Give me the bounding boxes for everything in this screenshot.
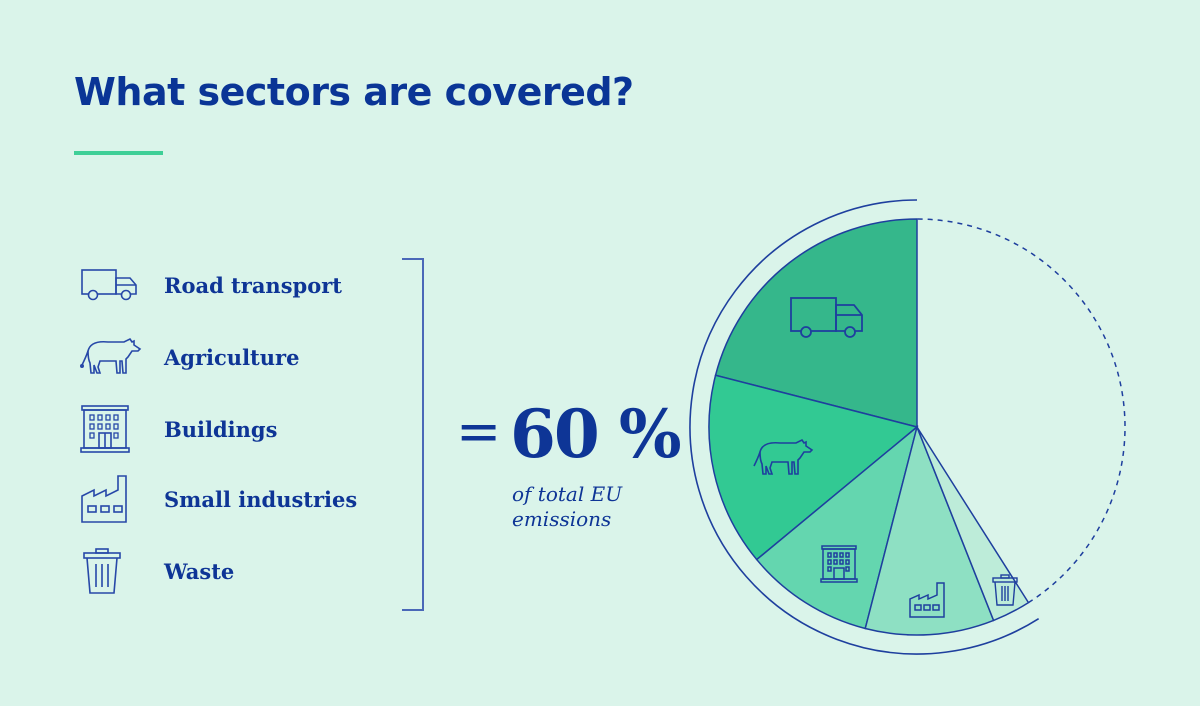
legend-item-small-industries: Small industries: [80, 475, 357, 523]
slice-trash-bin-icon: [992, 574, 1018, 606]
equals-sign: =: [456, 400, 502, 463]
slice-agriculture: [708, 374, 919, 561]
legend-item-agriculture: Agriculture: [80, 334, 299, 380]
truck-icon: [80, 262, 142, 308]
trash-bin-icon: [80, 548, 142, 594]
legend-label: Waste: [164, 558, 235, 584]
caption-line-2: emissions: [512, 507, 612, 531]
slice-cow-icon: [753, 438, 814, 475]
percentage-caption: of total EU emissions: [512, 482, 622, 532]
slice-factory-icon: [909, 582, 945, 618]
legend-label: Buildings: [164, 416, 278, 442]
covered-sectors-outer-arc: [689, 199, 1040, 655]
grouping-bracket: [402, 258, 424, 611]
slice-remainder-dashed-outline: [916, 218, 1126, 604]
legend-item-waste: Waste: [80, 548, 234, 594]
slice-small-industries: [864, 424, 995, 636]
slice-road-transport: [714, 218, 918, 428]
building-icon: [80, 405, 142, 453]
slice-building-icon: [820, 545, 858, 583]
legend-label: Agriculture: [164, 344, 300, 370]
slice-truck-icon: [790, 297, 863, 338]
slice-waste: [916, 426, 1030, 622]
legend-item-buildings: Buildings: [80, 405, 277, 453]
cow-icon: [80, 334, 142, 380]
total-percentage: 60 %: [510, 395, 682, 473]
legend-label: Road transport: [164, 272, 342, 298]
page-title: What sectors are covered?: [74, 70, 634, 114]
title-underline: [74, 151, 163, 155]
legend-item-road-transport: Road transport: [80, 262, 342, 308]
factory-icon: [80, 475, 142, 523]
legend-label: Small industries: [164, 486, 358, 512]
caption-line-1: of total EU: [512, 482, 623, 506]
slice-buildings: [755, 424, 919, 630]
